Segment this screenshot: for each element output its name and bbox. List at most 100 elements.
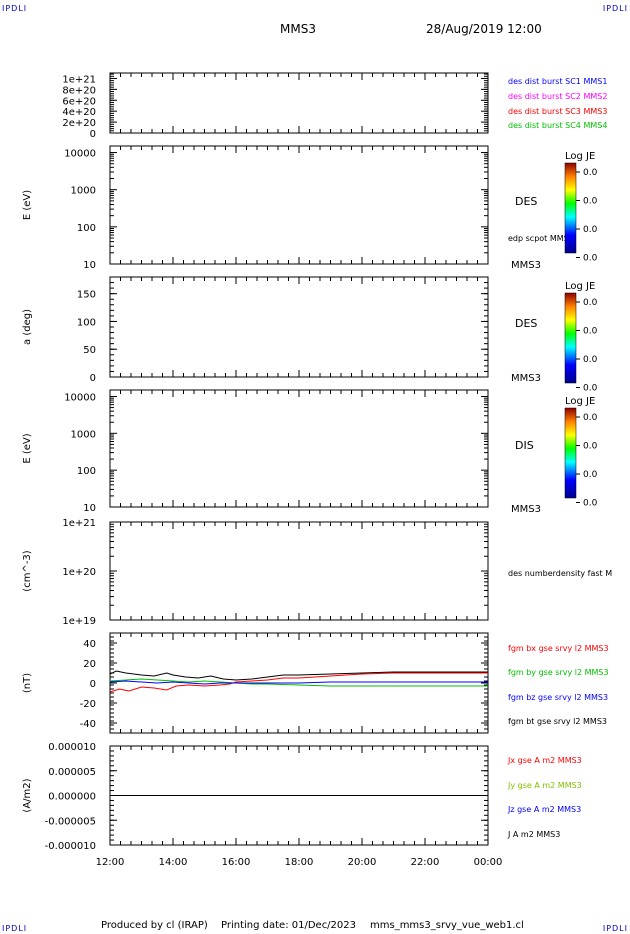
y-tick-label: 10000 — [64, 149, 96, 160]
corner-label-top-right: IPDLI — [602, 4, 628, 13]
y-tick-label: -20 — [80, 699, 96, 710]
y-tick-label: -40 — [80, 719, 96, 730]
panel-frame — [109, 72, 489, 134]
series-line-3 — [109, 670, 488, 681]
legend-entry: des dist burst SC4 MMS4 — [508, 121, 607, 130]
y-tick-label: 0 — [90, 679, 96, 690]
footer-produced-by: Produced by cl (IRAP) — [101, 920, 208, 931]
spectrogram-label: DIS — [515, 439, 534, 452]
y-axis-label: E (eV) — [22, 190, 33, 220]
y-tick-label: 40 — [83, 639, 96, 650]
y-tick-label: 1000 — [71, 429, 96, 440]
panel-current: 0.000010 0.000005 0.000000 -0.000005 -0.0000… — [22, 742, 582, 852]
legend-entry: J A m2 MMS3 — [507, 830, 560, 839]
colorbar-title: Log JE — [565, 151, 595, 162]
y-tick-label: 0.000005 — [48, 767, 96, 778]
y-tick-label: 0 — [90, 373, 96, 384]
y-tick-label: 8e+20 — [62, 85, 96, 96]
colorbar-tick-label: 0.0 — [583, 298, 598, 308]
corner-label-top-left: IPDLI — [2, 4, 28, 13]
colorbar-tick-label: 0.0 — [583, 413, 598, 423]
y-tick-label: 1e+21 — [62, 74, 96, 85]
y-tick-label: 0.000010 — [48, 742, 96, 753]
y-axis-label: E (eV) — [22, 433, 33, 463]
panel-frame — [109, 145, 489, 265]
panel-frame — [109, 276, 489, 378]
y-axis-label: (A/m2) — [22, 778, 33, 812]
x-tick-label: 16:00 — [222, 857, 251, 868]
y-tick-label: 100 — [77, 317, 96, 328]
spectrogram-spacecraft: MMS3 — [511, 373, 541, 384]
y-tick-label: 1e+20 — [62, 567, 96, 578]
spacecraft-title: MMS3 — [280, 22, 316, 36]
spectrogram-spacecraft: MMS3 — [511, 504, 541, 515]
y-tick-label: 1e+19 — [62, 616, 96, 627]
y-tick-label: -0.000005 — [45, 816, 96, 827]
y-tick-label: 0 — [90, 129, 96, 140]
x-tick-label: 18:00 — [285, 857, 314, 868]
y-tick-label: 2e+20 — [62, 118, 96, 129]
colorbar — [564, 162, 577, 254]
x-tick-label: 20:00 — [348, 857, 377, 868]
y-tick-label: 1e+21 — [62, 518, 96, 529]
y-tick-label: -0.000010 — [45, 841, 96, 852]
panel-density: 1e+21 1e+20 1e+19 (cm^-3) des numberdensity … — [22, 518, 612, 627]
y-tick-label: 100 — [77, 466, 96, 477]
legend-entry: des numberdensity fast M — [508, 569, 612, 578]
colorbar-tick-label: 0.0 — [583, 225, 598, 235]
legend-entry: des dist burst SC3 MMS3 — [508, 107, 607, 116]
colorbar-tick-label: 0.0 — [583, 442, 598, 452]
legend-entry: des dist burst SC1 MMS1 — [508, 77, 607, 86]
panel-des-pitch: 150 100 50 0 a (deg) DES MMS3 Log JE 0.0 0.0 0.0 0.… — [22, 276, 598, 394]
colorbar-tick-label: 0.0 — [583, 384, 598, 394]
legend-entry: des dist burst SC2 MMS2 — [508, 92, 607, 101]
x-tick-label: 12:00 — [96, 857, 125, 868]
legend-entry: fgm bt gse srvy l2 MMS3 — [508, 717, 607, 726]
legend-entry: Jy gse A m2 MMS3 — [507, 781, 582, 790]
panel-fgm: 40 20 0 -20 -40 (nT) fgm bx gse srvy l2 MMS3 fg… — [22, 632, 609, 734]
y-tick-label: 6e+20 — [62, 96, 96, 107]
spectrogram-label: DES — [515, 195, 537, 208]
colorbar — [564, 292, 577, 384]
datetime-title: 28/Aug/2019 12:00 — [426, 22, 542, 36]
corner-label-bottom-left: IPDLI — [2, 924, 28, 933]
colorbar-tick-label: 0.0 — [583, 470, 598, 480]
colorbar-tick-label: 0.0 — [583, 327, 598, 337]
colorbar-title: Log JE — [565, 281, 595, 292]
y-axis-label: a (deg) — [22, 309, 33, 345]
y-tick-label: 1000 — [71, 186, 96, 197]
colorbar-tick-label: 0.0 — [583, 254, 598, 264]
footer-printing-date: Printing date: 01/Dec/2023 — [221, 920, 357, 931]
overlay-label: edp scpot MMS3 — [508, 234, 574, 243]
legend-entry: fgm bx gse srvy l2 MMS3 — [508, 644, 609, 653]
colorbar — [564, 407, 577, 499]
y-axis-label: (cm^-3) — [22, 550, 33, 591]
y-tick-label: 10000 — [64, 392, 96, 403]
y-tick-label: 50 — [83, 345, 96, 356]
x-tick-label: 00:00 — [474, 857, 503, 868]
y-tick-label: 150 — [77, 290, 96, 301]
legend-entry: Jz gse A m2 MMS3 — [507, 805, 581, 814]
colorbar-tick-label: 0.0 — [583, 355, 598, 365]
panel-frame — [109, 389, 489, 508]
y-tick-label: 100 — [77, 223, 96, 234]
corner-label-bottom-right: IPDLI — [602, 924, 628, 933]
y-tick-label: 10 — [83, 503, 96, 514]
panel-dis-energy: 10000 1000 100 10 E (eV) DIS MMS3 Log JE 0.0 0.0 0… — [22, 389, 598, 515]
spectrogram-label: DES — [515, 317, 537, 330]
y-tick-label: 0.000000 — [48, 792, 96, 803]
footer-filename: mms_mms3_srvy_vue_web1.cl — [370, 920, 524, 931]
colorbar-tick-label: 0.0 — [583, 499, 598, 509]
legend-entry: Jx gse A m2 MMS3 — [507, 756, 582, 765]
colorbar-tick-label: 0.0 — [583, 197, 598, 207]
y-tick-label: 20 — [83, 659, 96, 670]
x-tick-label: 22:00 — [411, 857, 440, 868]
colorbar-tick-label: 0.0 — [583, 168, 598, 178]
panel-des-energy: 10000 1000 100 10 E (eV) DES MMS3 edp scpot MMS… — [22, 145, 598, 271]
series-line-2 — [109, 680, 488, 685]
panel-frame — [109, 521, 489, 621]
legend-entry: fgm bz gse srvy l2 MMS3 — [508, 693, 608, 702]
y-axis-label: (nT) — [22, 673, 33, 693]
